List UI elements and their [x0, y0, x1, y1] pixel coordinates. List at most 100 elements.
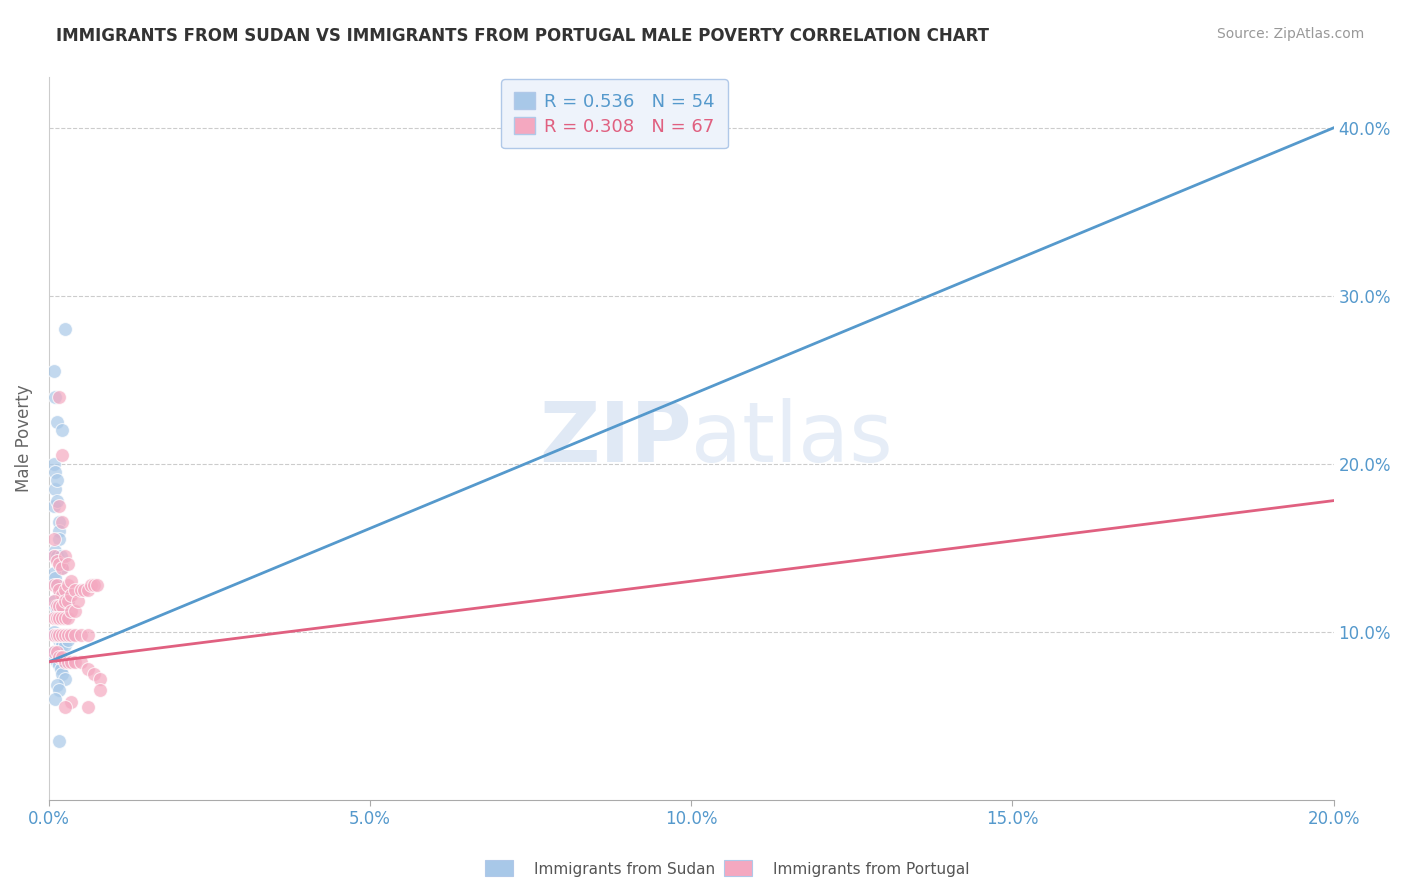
- Point: [44, 599, 66, 614]
- Y-axis label: Male Poverty: Male Poverty: [15, 384, 32, 492]
- Point: [49, 549, 72, 563]
- Point: [58, 594, 80, 608]
- Point: [44, 691, 66, 706]
- Point: [60, 588, 83, 602]
- Point: [42, 594, 65, 608]
- Point: [45, 599, 67, 614]
- Point: [44, 571, 66, 585]
- Point: [45, 645, 67, 659]
- Point: [45, 655, 67, 669]
- Point: [53, 599, 76, 614]
- Point: [60, 604, 83, 618]
- Point: [45, 604, 67, 618]
- Point: [45, 554, 67, 568]
- Point: [44, 482, 66, 496]
- Point: [48, 499, 70, 513]
- Point: [48, 658, 70, 673]
- Text: atlas: atlas: [692, 398, 893, 479]
- Point: [51, 638, 73, 652]
- Point: [42, 533, 65, 547]
- Point: [86, 577, 108, 591]
- Point: [48, 524, 70, 538]
- Point: [42, 645, 65, 659]
- Point: [76, 582, 98, 597]
- Point: [48, 533, 70, 547]
- Point: [53, 700, 76, 714]
- Point: [42, 566, 65, 580]
- Point: [51, 649, 73, 664]
- Point: [45, 628, 67, 642]
- Point: [51, 599, 73, 614]
- Point: [42, 549, 65, 563]
- Point: [51, 588, 73, 602]
- Point: [76, 700, 98, 714]
- Point: [80, 577, 103, 591]
- Point: [53, 611, 76, 625]
- Point: [58, 655, 80, 669]
- Point: [48, 558, 70, 572]
- Point: [51, 611, 73, 625]
- Point: [58, 611, 80, 625]
- Point: [53, 582, 76, 597]
- Point: [48, 683, 70, 698]
- Point: [60, 655, 83, 669]
- Point: [51, 561, 73, 575]
- Point: [42, 645, 65, 659]
- Point: [51, 558, 73, 572]
- Point: [63, 655, 86, 669]
- Point: [48, 582, 70, 597]
- Point: [73, 582, 96, 597]
- Point: [42, 624, 65, 639]
- Point: [44, 544, 66, 558]
- Point: [51, 628, 73, 642]
- Point: [51, 588, 73, 602]
- Point: [51, 448, 73, 462]
- Point: [89, 672, 111, 686]
- Point: [45, 577, 67, 591]
- Point: [60, 628, 83, 642]
- Point: [48, 607, 70, 622]
- Point: [45, 678, 67, 692]
- Legend: R = 0.536   N = 54, R = 0.308   N = 67: R = 0.536 N = 54, R = 0.308 N = 67: [501, 79, 727, 148]
- Text: ZIP: ZIP: [538, 398, 692, 479]
- Bar: [485, 860, 513, 876]
- Point: [70, 582, 93, 597]
- Text: Immigrants from Sudan: Immigrants from Sudan: [534, 863, 716, 877]
- Point: [48, 582, 70, 597]
- Point: [42, 457, 65, 471]
- Point: [76, 628, 98, 642]
- Point: [48, 390, 70, 404]
- Point: [42, 628, 65, 642]
- Point: [60, 695, 83, 709]
- Point: [58, 628, 80, 642]
- Point: [63, 628, 86, 642]
- Point: [53, 594, 76, 608]
- Point: [44, 390, 66, 404]
- Bar: [724, 860, 752, 876]
- Point: [49, 661, 72, 675]
- Point: [48, 599, 70, 614]
- Point: [60, 574, 83, 589]
- Point: [49, 611, 72, 625]
- Point: [89, 683, 111, 698]
- Point: [58, 632, 80, 647]
- Point: [42, 577, 65, 591]
- Point: [42, 549, 65, 563]
- Text: Source: ZipAtlas.com: Source: ZipAtlas.com: [1216, 27, 1364, 41]
- Point: [70, 655, 93, 669]
- Point: [45, 549, 67, 563]
- Point: [48, 733, 70, 747]
- Point: [53, 322, 76, 336]
- Point: [53, 628, 76, 642]
- Point: [42, 499, 65, 513]
- Point: [45, 474, 67, 488]
- Point: [58, 594, 80, 608]
- Point: [70, 628, 93, 642]
- Point: [45, 415, 67, 429]
- Point: [51, 607, 73, 622]
- Point: [83, 577, 105, 591]
- Point: [45, 628, 67, 642]
- Point: [42, 611, 65, 625]
- Point: [49, 582, 72, 597]
- Text: Immigrants from Portugal: Immigrants from Portugal: [773, 863, 970, 877]
